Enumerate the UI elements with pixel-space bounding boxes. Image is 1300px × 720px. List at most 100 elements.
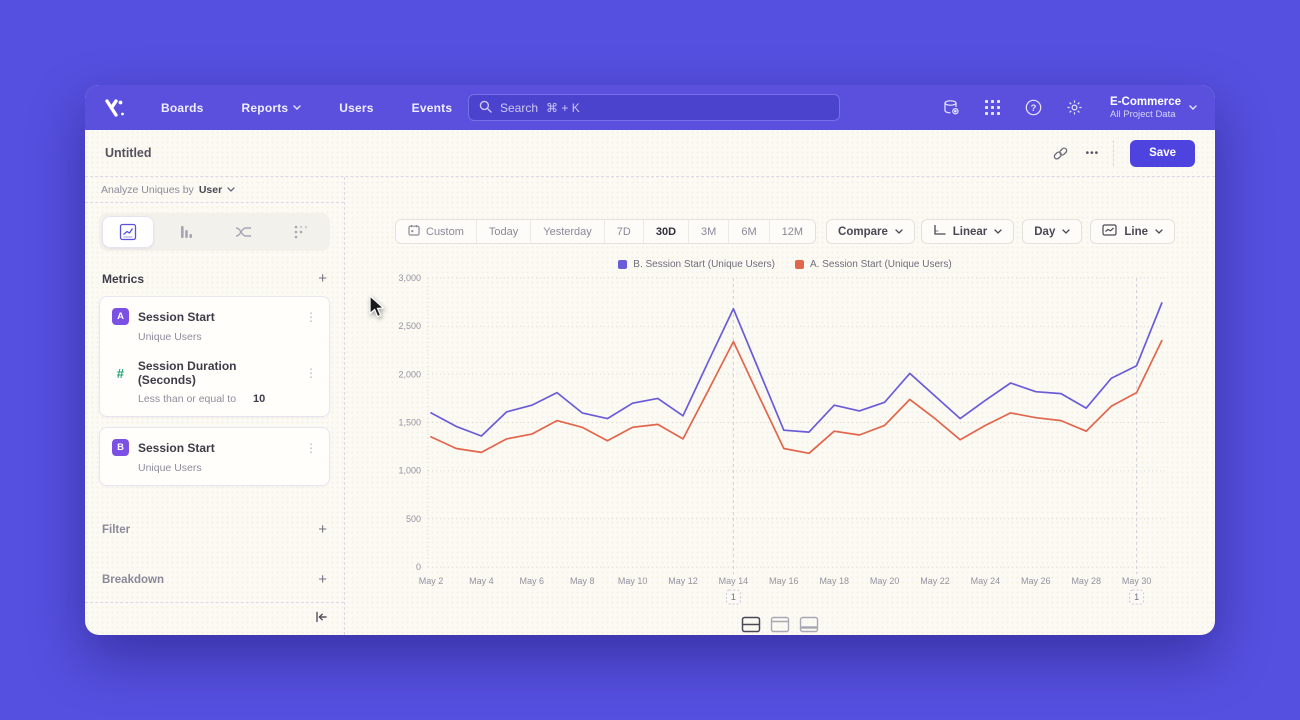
svg-text:May 14: May 14 [719, 576, 749, 586]
range-30d[interactable]: 30D [642, 220, 688, 243]
range-label: Today [488, 225, 519, 238]
search-shortcut: ⌘ + K [546, 100, 580, 115]
compare-label: Compare [838, 225, 888, 238]
metric-subtitle[interactable]: Unique Users [138, 331, 202, 343]
data-management-icon[interactable] [942, 99, 960, 117]
collapse-sidebar-icon[interactable] [314, 610, 328, 628]
svg-text:May 30: May 30 [1122, 576, 1152, 586]
range-yesterday[interactable]: Yesterday [530, 220, 604, 243]
apps-grid-icon[interactable] [983, 99, 1001, 117]
add-breakdown-button[interactable]: + [318, 571, 327, 588]
metric-condition[interactable]: Less than or equal to 10 [112, 393, 317, 405]
range-3m[interactable]: 3M [688, 220, 728, 243]
chart-style-dropdown[interactable]: Line [1090, 219, 1175, 244]
kebab-menu-icon[interactable]: ⋮ [305, 440, 317, 455]
display-controls: Linear Day Line [920, 219, 1175, 244]
nav-item-events[interactable]: Events [412, 101, 453, 115]
compare-dropdown[interactable]: Compare [826, 219, 915, 244]
kebab-menu-icon[interactable]: ⋮ [305, 309, 317, 324]
svg-text:500: 500 [406, 514, 421, 524]
legend-item-b[interactable]: B. Session Start (Unique Users) [618, 259, 775, 270]
nav-item-label: Users [339, 100, 374, 115]
nav-item-boards[interactable]: Boards [161, 101, 204, 115]
search-input[interactable]: Search ⌘ + K [468, 94, 840, 121]
search-placeholder: Search [500, 100, 539, 115]
chevron-down-icon [895, 229, 903, 234]
nav-item-users[interactable]: Users [339, 101, 373, 115]
tab-retention-chart[interactable] [272, 213, 330, 251]
gear-icon[interactable] [1065, 99, 1083, 117]
analyze-uniques-row: Analyze Uniques by User [85, 177, 344, 203]
query-builder-sidebar: Analyze Uniques by User [85, 177, 345, 635]
chart-panel: Custom Today Yesterday 7D 30D 3M 6M 12M … [345, 177, 1215, 635]
svg-text:May 16: May 16 [769, 576, 799, 586]
condition-value[interactable]: 10 [253, 393, 266, 405]
save-button[interactable]: Save [1130, 139, 1195, 167]
project-switcher[interactable]: E-Commerce All Project Data [1110, 96, 1197, 120]
legend-label: B. Session Start (Unique Users) [633, 259, 775, 270]
metric-name[interactable]: Session Start [138, 309, 215, 324]
range-label: 12M [781, 225, 804, 238]
chart-view-button[interactable] [770, 616, 790, 633]
tab-line-chart[interactable] [102, 216, 154, 248]
tab-bar-chart[interactable] [157, 213, 215, 251]
help-icon[interactable]: ? [1024, 99, 1042, 117]
range-today[interactable]: Today [475, 220, 530, 243]
breakdown-title: Breakdown [102, 573, 164, 586]
chevron-down-icon [1155, 229, 1163, 234]
svg-text:May 24: May 24 [971, 576, 1001, 586]
scale-dropdown[interactable]: Linear [920, 219, 1015, 244]
split-view-button[interactable] [741, 616, 761, 633]
legend-swatch [795, 260, 804, 269]
add-metric-button[interactable]: + [318, 270, 327, 287]
condition-label: Less than or equal to [138, 393, 237, 405]
add-filter-button[interactable]: + [318, 521, 327, 538]
metric-subtitle[interactable]: Unique Users [138, 462, 202, 474]
app-window: Boards Reports Users Events Search ⌘ + K [85, 85, 1215, 635]
range-label: 3M [701, 225, 717, 238]
svg-text:May 12: May 12 [668, 576, 698, 586]
search-icon [479, 100, 492, 116]
table-view-button[interactable] [799, 616, 819, 633]
svg-text:2,500: 2,500 [398, 321, 421, 331]
tab-flow-chart[interactable] [215, 213, 273, 251]
project-subtitle: All Project Data [1110, 108, 1176, 120]
nav-item-reports[interactable]: Reports [242, 101, 302, 115]
range-custom[interactable]: Custom [396, 220, 476, 243]
range-12m[interactable]: 12M [768, 220, 815, 243]
chevron-down-icon [994, 229, 1002, 234]
metric-badge-b: B [112, 439, 129, 456]
kebab-menu-icon[interactable]: ⋮ [305, 366, 317, 380]
chevron-down-icon [293, 105, 301, 110]
chart-legend: B. Session Start (Unique Users) A. Sessi… [395, 259, 1175, 270]
mixpanel-logo-icon[interactable] [103, 97, 129, 119]
line-chart[interactable]: 0 500 1,000 1,500 2,000 2,500 3,000 1 1 May 2 May … [395, 273, 1175, 615]
sidebar-footer [85, 602, 344, 635]
range-7d[interactable]: 7D [603, 220, 643, 243]
range-6m[interactable]: 6M [728, 220, 768, 243]
svg-text:0: 0 [416, 562, 421, 572]
granularity-dropdown[interactable]: Day [1022, 219, 1083, 244]
range-label: Custom [426, 225, 464, 238]
mouse-cursor [368, 294, 390, 324]
svg-text:May 20: May 20 [870, 576, 900, 586]
metric-card: B Session Start ⋮ Unique Users [99, 427, 330, 486]
project-name: E-Commerce [1110, 95, 1181, 108]
metric-name[interactable]: Session Start [138, 440, 215, 455]
nav-item-label: Events [411, 100, 453, 115]
analyze-value-dropdown[interactable]: User [198, 183, 223, 196]
metric-badge-a: A [112, 308, 129, 325]
legend-item-a[interactable]: A. Session Start (Unique Users) [795, 259, 952, 270]
nav-item-label: Reports [241, 100, 289, 115]
more-options-button[interactable]: ••• [1085, 147, 1100, 159]
divider [1113, 140, 1115, 166]
report-header: Untitled ••• Save [85, 130, 1215, 176]
svg-text:May 2: May 2 [419, 576, 444, 586]
legend-swatch [618, 260, 628, 269]
metrics-title: Metrics [102, 271, 145, 286]
calendar-icon [408, 224, 420, 239]
copy-link-icon[interactable] [1046, 140, 1076, 166]
metric-name[interactable]: Session Duration (Seconds) [137, 359, 237, 387]
legend-label: A. Session Start (Unique Users) [810, 259, 952, 270]
